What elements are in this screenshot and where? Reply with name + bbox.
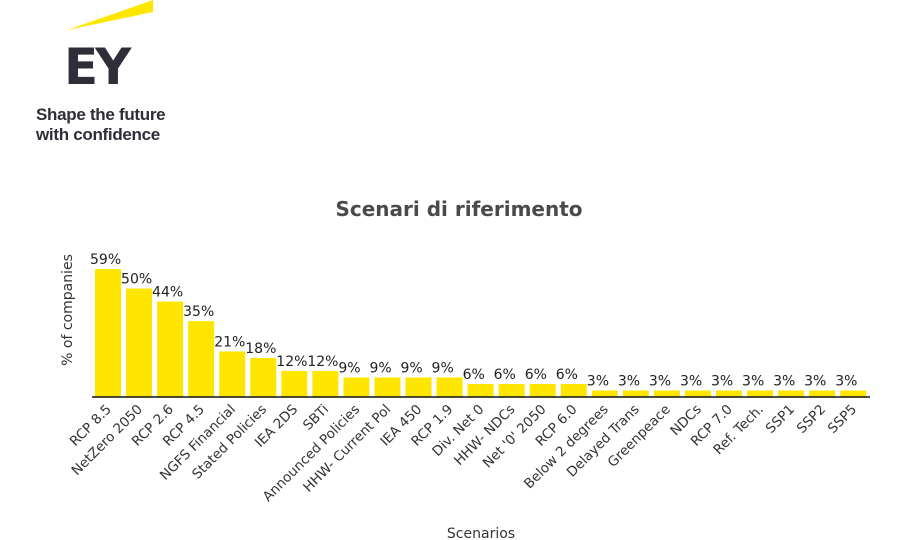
bar [684,390,711,397]
data-label: 3% [649,373,671,389]
bar [560,383,587,397]
data-label: 3% [618,373,640,389]
bar [405,377,432,397]
data-label: 59% [90,252,121,268]
bar [653,390,680,397]
data-label: 3% [773,373,795,389]
data-label: 3% [804,373,826,389]
chart-title: Scenari di riferimento [335,197,582,221]
bar [219,351,246,397]
bar [312,370,339,397]
data-label: 3% [587,373,609,389]
data-label: 35% [183,304,214,320]
data-label: 44% [152,285,183,301]
logo-beam-icon [67,0,153,30]
data-label: 21% [214,334,245,350]
bar [188,321,215,397]
ey-logo: EY Shape the future with confidence [34,0,184,150]
bar [436,377,463,397]
bar [498,383,525,397]
bar [716,390,742,397]
bars-group [95,269,867,397]
data-label: 12% [307,354,338,370]
data-label: 18% [245,341,276,357]
x-tick-label: SSP2 [794,402,829,437]
data-label: 9% [338,360,360,376]
data-label: 9% [401,360,423,376]
y-axis-label: % of companies [60,254,76,366]
data-label: 3% [680,373,702,389]
bar [778,390,805,397]
data-label: 6% [494,367,516,383]
bar [840,390,867,397]
data-label: 3% [742,373,764,389]
bar [467,383,494,397]
bar [343,377,370,397]
data-label: 6% [556,367,578,383]
bar [374,377,401,397]
bar [95,269,121,397]
data-label: 3% [711,373,733,389]
data-label: 12% [276,354,307,370]
data-labels-group: 59%50%44%35%21% 18%12% 12% 9% 9% 9% 9% 6% 6% 6% 6%… [90,252,857,389]
bar [281,370,308,397]
data-label: 3% [835,373,857,389]
bar [250,357,277,397]
data-label: 50% [121,272,152,288]
logo-tagline-line2: with confidence [36,125,160,144]
x-tick-label: SSP1 [763,402,798,437]
bar [529,383,556,397]
x-tick-label: SSP5 [825,402,860,437]
bar [809,390,836,397]
bar [591,390,618,397]
logo-tagline-line1: Shape the future [36,105,166,124]
data-label: 6% [463,367,485,383]
data-label: 9% [432,360,454,376]
logo-mark: EY [64,38,131,96]
x-axis-label: Scenarios [447,526,515,540]
data-label: 6% [525,367,547,383]
data-label: 9% [369,360,391,376]
bar [747,390,774,397]
bar [157,301,184,397]
bar [126,288,153,397]
bar [622,390,649,397]
